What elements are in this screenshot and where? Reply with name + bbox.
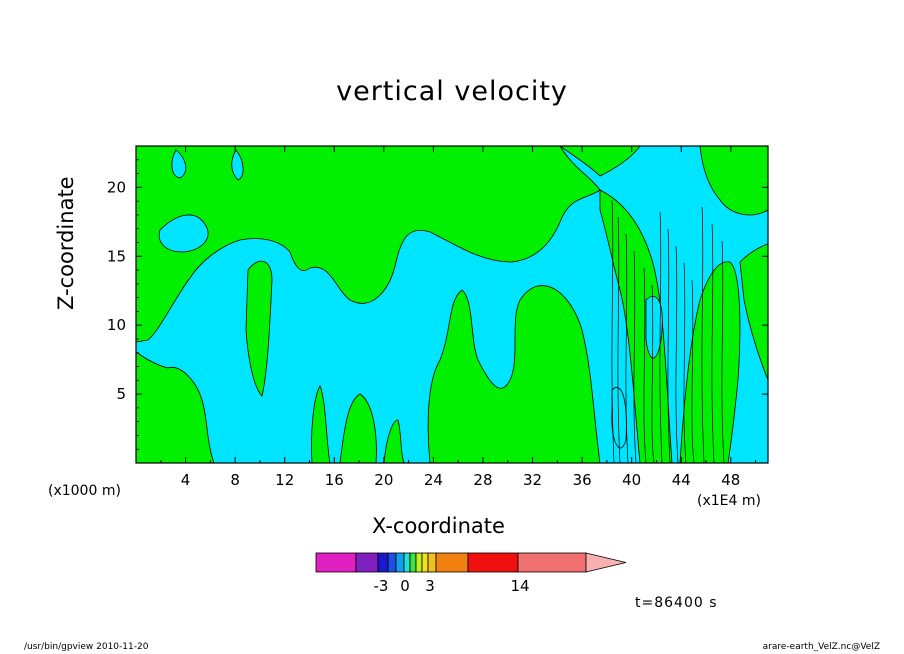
positive-region [679, 261, 741, 463]
colorbar-segment [355, 552, 379, 573]
plot-frame [135, 145, 769, 464]
positive-region [311, 385, 331, 463]
time-label: t=86400 s [635, 595, 718, 611]
colorbar-extend-arrow [585, 552, 627, 573]
colorbar-segment [409, 552, 417, 573]
colorbar: -3 0 3 14 [315, 552, 627, 595]
colorbar-segment [387, 552, 397, 573]
x-tick-label: 4 [181, 471, 191, 489]
y-tick-label: 10 [107, 316, 126, 334]
colorbar-tick-label: 3 [425, 577, 435, 595]
positive-region [339, 393, 377, 463]
positive-region [136, 146, 601, 343]
positive-region [136, 351, 215, 463]
colorbar-tick-label: 0 [400, 577, 410, 595]
y-tick-label: 15 [107, 247, 126, 265]
colorbar-segment [427, 552, 437, 573]
contour-streak [667, 228, 671, 463]
chart-title: vertical velocity [336, 76, 568, 107]
positive-region [245, 260, 273, 397]
x-tick-label: 20 [374, 471, 393, 489]
colorbar-segment [421, 552, 429, 573]
negative-region [231, 149, 244, 181]
colorbar-segment [403, 552, 411, 573]
x-axis-label: X-coordinate [372, 514, 505, 538]
contour-streak [651, 284, 655, 463]
negative-region [645, 295, 663, 359]
contour-streak [643, 267, 647, 463]
contour-streak [659, 211, 663, 463]
contour-streak [675, 245, 679, 463]
positive-region [559, 146, 641, 177]
footer-source: arare-earth_VelZ.nc@VelZ [762, 642, 880, 652]
footer-program: /usr/bin/gpview 2010-11-20 [24, 642, 149, 652]
colorbar-segment [315, 552, 357, 573]
contour-streak [617, 216, 621, 463]
negative-region [171, 149, 187, 179]
positive-region [427, 285, 601, 463]
contour-streak [625, 233, 629, 463]
colorbar-segment [377, 552, 389, 573]
y-axis-label: Z-coordinate [54, 176, 78, 310]
y-tick-label: 5 [116, 385, 126, 403]
y-tick-label: 20 [107, 178, 126, 196]
x-tick-label: 16 [325, 471, 344, 489]
contour-streak [721, 240, 725, 463]
x-tick-label: 24 [424, 471, 443, 489]
colorbar-tick-label: -3 [374, 577, 389, 595]
colorbar-segment [435, 552, 469, 573]
x-tick-label: 48 [721, 471, 740, 489]
negative-region [611, 387, 627, 449]
contour-streak [611, 199, 615, 463]
contour-streak [711, 223, 715, 463]
contour-streak [691, 279, 695, 463]
colorbar-tick-label: 14 [510, 577, 529, 595]
colorbar-segment [467, 552, 519, 573]
contour-regions [136, 146, 768, 463]
negative-region [158, 214, 209, 253]
positive-region [599, 189, 673, 463]
colorbar-segment [415, 552, 423, 573]
x-tick-label: 8 [230, 471, 240, 489]
x-unit-label: (x1E4 m) [697, 493, 761, 509]
x-tick-label: 44 [672, 471, 691, 489]
colorbar-segment [395, 552, 405, 573]
x-tick-label: 12 [275, 471, 294, 489]
colorbar-segment [517, 552, 587, 573]
x-tick-label: 28 [473, 471, 492, 489]
x-tick-label: 40 [622, 471, 641, 489]
positive-region [383, 419, 405, 463]
x-tick-label: 32 [523, 471, 542, 489]
positive-region [699, 146, 768, 216]
contour-streak [701, 206, 705, 463]
y-unit-label: (x1000 m) [48, 483, 121, 499]
contour-streak [633, 250, 637, 463]
x-tick-label: 36 [573, 471, 592, 489]
contour-streak [683, 262, 687, 463]
